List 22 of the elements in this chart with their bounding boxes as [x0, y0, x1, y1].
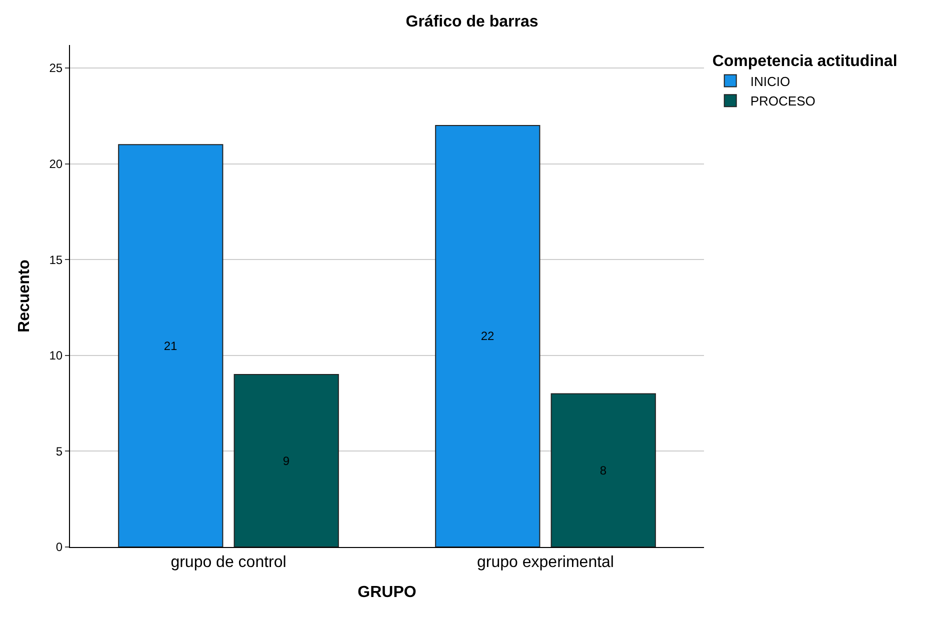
bar: [234, 374, 339, 547]
y-tick-label: 10: [49, 348, 63, 363]
y-tick-label: 0: [56, 540, 63, 554]
y-tick-label: 5: [56, 444, 63, 458]
x-axis-title: GRUPO: [358, 584, 416, 601]
data-label: 22: [480, 329, 494, 344]
data-label: 21: [164, 338, 178, 353]
legend-title: Competencia actitudinal: [712, 52, 898, 70]
bar: [118, 144, 224, 547]
x-tick-label: grupo de control: [170, 554, 286, 572]
y-tick-label: 20: [49, 156, 63, 171]
legend-label: PROCESO: [750, 94, 816, 109]
chart-title: Gráfico de barras: [406, 14, 538, 31]
bar: [550, 393, 656, 547]
data-label: 9: [282, 454, 290, 468]
x-tick-label: grupo experimental: [477, 554, 614, 572]
y-axis-title: Recuento: [16, 259, 34, 332]
y-tick-label: 15: [49, 252, 63, 267]
data-label: 8: [600, 463, 607, 478]
legend-label: INICIO: [750, 74, 790, 89]
bar: [435, 124, 540, 547]
y-tick-label: 25: [49, 61, 63, 76]
